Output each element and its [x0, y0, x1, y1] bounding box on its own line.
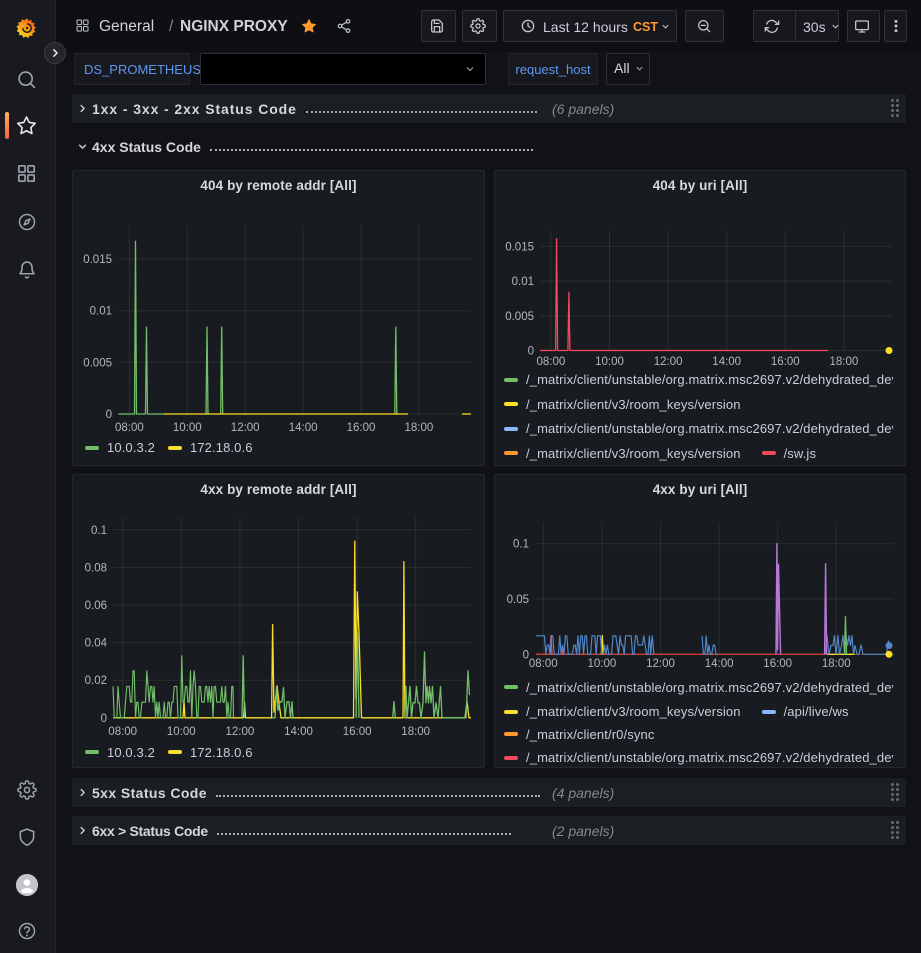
svg-text:18:00: 18:00: [401, 726, 430, 738]
svg-text:16:00: 16:00: [343, 726, 372, 738]
svg-text:0.005: 0.005: [83, 357, 112, 369]
svg-text:10:00: 10:00: [588, 658, 617, 670]
svg-text:18:00: 18:00: [822, 658, 851, 670]
svg-text:10:00: 10:00: [595, 356, 624, 368]
svg-text:0.01: 0.01: [512, 276, 534, 288]
svg-text:0.005: 0.005: [505, 311, 534, 323]
svg-text:12:00: 12:00: [654, 356, 683, 368]
svg-text:0.08: 0.08: [85, 562, 107, 574]
svg-text:08:00: 08:00: [529, 658, 558, 670]
svg-text:12:00: 12:00: [231, 422, 260, 434]
svg-text:16:00: 16:00: [763, 658, 792, 670]
svg-text:0.06: 0.06: [85, 600, 107, 612]
svg-text:14:00: 14:00: [284, 726, 313, 738]
svg-text:08:00: 08:00: [115, 422, 144, 434]
svg-text:10:00: 10:00: [173, 422, 202, 434]
svg-text:0.015: 0.015: [83, 254, 112, 266]
svg-text:08:00: 08:00: [108, 726, 137, 738]
svg-text:0: 0: [523, 649, 529, 661]
svg-text:14:00: 14:00: [705, 658, 734, 670]
svg-text:08:00: 08:00: [537, 356, 566, 368]
svg-text:0.02: 0.02: [85, 675, 107, 687]
svg-text:16:00: 16:00: [771, 356, 800, 368]
svg-text:18:00: 18:00: [830, 356, 859, 368]
svg-text:0.1: 0.1: [513, 539, 529, 551]
svg-text:16:00: 16:00: [347, 422, 376, 434]
svg-text:0: 0: [106, 409, 112, 421]
svg-text:0.05: 0.05: [507, 594, 529, 606]
svg-text:14:00: 14:00: [289, 422, 318, 434]
svg-text:14:00: 14:00: [712, 356, 741, 368]
svg-text:12:00: 12:00: [646, 658, 675, 670]
svg-text:18:00: 18:00: [405, 422, 434, 434]
svg-text:0: 0: [528, 346, 534, 358]
svg-text:0.1: 0.1: [91, 525, 107, 537]
svg-text:0.01: 0.01: [90, 306, 112, 318]
svg-text:12:00: 12:00: [226, 726, 255, 738]
svg-text:10:00: 10:00: [167, 726, 196, 738]
svg-text:0.015: 0.015: [505, 241, 534, 253]
svg-text:0.04: 0.04: [85, 638, 108, 650]
svg-text:0: 0: [101, 713, 107, 725]
